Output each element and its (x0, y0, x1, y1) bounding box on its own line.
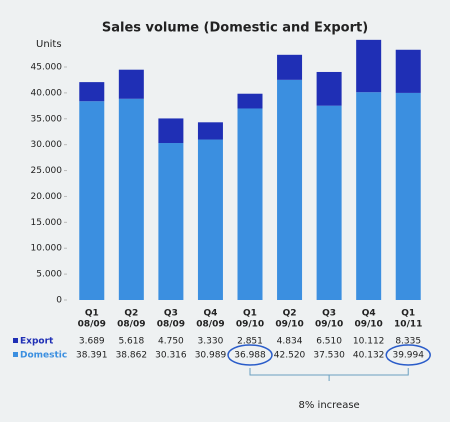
bar-segment (237, 108, 263, 301)
y-tick-label: 25.000 (31, 166, 63, 176)
y-tick-label: 40.000 (31, 88, 63, 98)
y-tick-label: 10.000 (31, 244, 63, 254)
x-tick-label: 10/11 (394, 320, 422, 330)
bar-segment (197, 122, 223, 140)
table-value: 38.391 (76, 351, 108, 361)
table-value: 10.112 (353, 337, 385, 347)
bar-segment (118, 98, 144, 301)
table-value: 37.530 (313, 351, 345, 361)
legend-label: Export (20, 337, 54, 347)
bar-segment (277, 79, 303, 301)
table-value: 38.862 (116, 351, 148, 361)
y-tick-label: 30.000 (31, 140, 63, 150)
bar-segment (158, 118, 184, 144)
table-value: 4.750 (158, 337, 184, 347)
table-value: 3.330 (198, 337, 224, 347)
x-tick-label: Q3 (164, 309, 178, 319)
table-value: 4.834 (277, 337, 303, 347)
bar-segment (316, 105, 342, 300)
x-tick-label: Q1 (85, 309, 99, 319)
table-value: 3.689 (79, 337, 105, 347)
bar-segment (118, 69, 144, 99)
bar-segment (79, 82, 105, 102)
y-tick-label: 0 (56, 296, 62, 306)
x-tick-label: Q1 (243, 309, 257, 319)
y-tick-label: 15.000 (31, 218, 63, 228)
y-axis-label: Units (36, 39, 62, 50)
x-tick-label: Q2 (124, 309, 138, 319)
y-tick-label: 20.000 (31, 192, 63, 202)
x-tick-label: 08/09 (117, 320, 145, 330)
table-value: 2.851 (237, 337, 263, 347)
bar-segment (356, 92, 382, 301)
x-tick-label: 08/09 (157, 320, 185, 330)
x-tick-label: 09/10 (354, 320, 382, 330)
x-tick-label: Q2 (283, 309, 297, 319)
y-tick-label: 45.000 (31, 63, 63, 73)
x-tick-label: 09/10 (236, 320, 264, 330)
bar-segment (237, 93, 263, 109)
bar-segment (395, 49, 421, 93)
chart-title: Sales volume (Domestic and Export) (102, 21, 368, 36)
table-value: 40.132 (353, 351, 385, 361)
x-tick-label: Q1 (401, 309, 415, 319)
bar-segment (395, 92, 421, 300)
bar-segment (356, 39, 382, 93)
bar-segment (277, 54, 303, 80)
table-value: 6.510 (316, 337, 342, 347)
x-tick-label: Q3 (322, 309, 336, 319)
y-tick-label: 35.000 (31, 114, 63, 124)
legend-swatch (13, 352, 18, 357)
table-value: 36.988 (234, 351, 266, 361)
table-value: 39.994 (392, 351, 424, 361)
bar-segment (316, 71, 342, 106)
bar-segment (197, 139, 223, 300)
table-value: 30.989 (195, 351, 227, 361)
x-tick-label: 08/09 (196, 320, 224, 330)
table-value: 8.335 (395, 337, 421, 347)
y-tick-label: 5.000 (36, 270, 62, 280)
x-tick-label: 09/10 (275, 320, 303, 330)
highlight-circle (385, 344, 431, 366)
table-value: 5.618 (118, 337, 144, 347)
x-tick-label: 08/09 (78, 320, 106, 330)
table-value: 42.520 (274, 351, 306, 361)
bar-segment (79, 101, 105, 300)
x-tick-label: 09/10 (315, 320, 343, 330)
bar-segment (158, 143, 184, 300)
legend-swatch (13, 338, 18, 343)
x-tick-label: Q4 (203, 309, 217, 319)
legend-label: Domestic (20, 351, 67, 361)
x-tick-label: Q4 (362, 309, 376, 319)
table-value: 30.316 (155, 351, 187, 361)
bracket (249, 368, 409, 381)
annotation: 8% increase (299, 400, 360, 411)
highlight-circle (227, 344, 273, 366)
